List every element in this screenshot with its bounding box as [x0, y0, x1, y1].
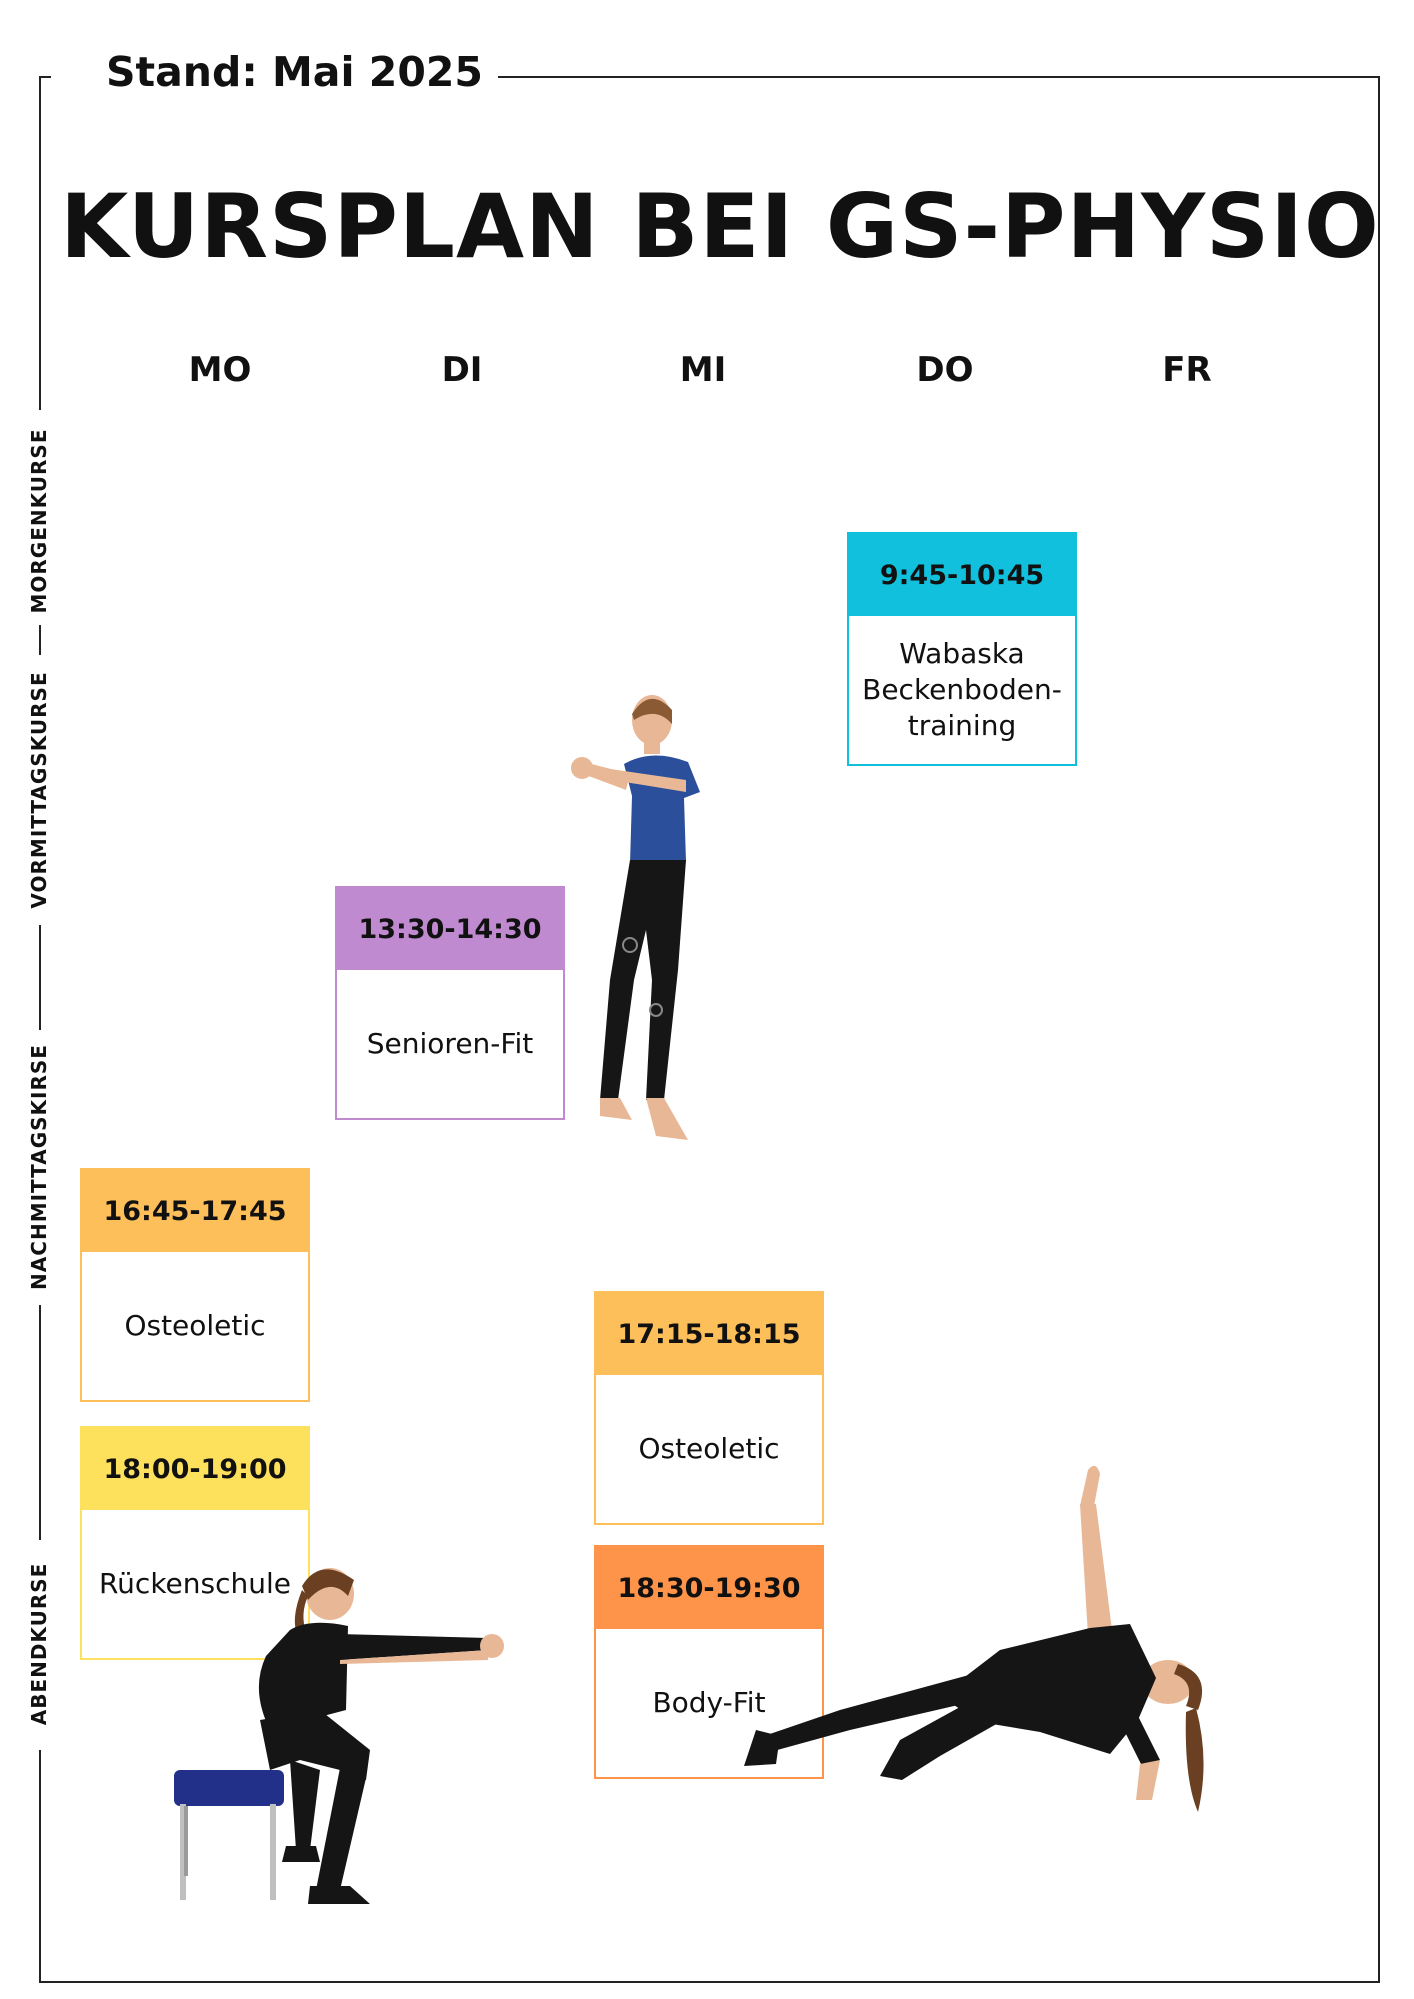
course-time: 17:15-18:15 — [596, 1293, 822, 1375]
stand-date: Stand: Mai 2025 — [106, 48, 483, 96]
course-card: 13:30-14:30 Senioren-Fit — [335, 886, 565, 1120]
squat-exercise-figure — [174, 1568, 504, 1904]
day-header-di: DI — [441, 350, 483, 390]
frame-line — [39, 1981, 1380, 1983]
day-header-do: DO — [916, 350, 974, 390]
section-label-nachmittagskurse: NACHMITTAGSKIRSE — [27, 1044, 51, 1290]
course-time: 18:30-19:30 — [596, 1547, 822, 1629]
section-label-abendkurse: ABENDKURSE — [27, 1562, 51, 1726]
frame-line — [39, 625, 41, 655]
side-plank-exercise-figure — [744, 1465, 1204, 1812]
day-header-mo: MO — [188, 350, 252, 390]
frame-line — [498, 76, 1380, 78]
frame-line — [1378, 76, 1380, 1983]
day-header-mi: MI — [679, 350, 727, 390]
course-name: Body-Fit — [652, 1686, 766, 1719]
frame-line — [39, 1750, 41, 1983]
course-name: Rückenschule — [98, 1567, 291, 1600]
course-card: 18:00-19:00 Rückenschule — [80, 1426, 310, 1660]
day-header-fr: FR — [1162, 350, 1212, 390]
course-card: 16:45-17:45 Osteoletic — [80, 1168, 310, 1402]
course-name: Senioren-Fit — [366, 1027, 534, 1060]
course-name: Osteoletic — [638, 1432, 780, 1465]
page-title: KURSPLAN BEI GS-PHYSIO — [60, 175, 1380, 278]
course-time: 18:00-19:00 — [82, 1428, 308, 1510]
section-label-morgenkurse: MORGENKURSE — [27, 428, 51, 614]
course-name: Osteoletic — [124, 1309, 266, 1342]
standing-exercise-figure — [571, 695, 700, 1140]
course-time: 16:45-17:45 — [82, 1170, 308, 1252]
frame-line — [39, 76, 51, 78]
course-name: Wabaska Beckenboden-training — [862, 637, 1062, 742]
section-label-vormittagskurse: VORMITTAGSKURSE — [27, 671, 51, 909]
course-time: 13:30-14:30 — [337, 888, 563, 970]
course-card: 9:45-10:45 Wabaska Beckenboden-training — [847, 532, 1077, 766]
frame-line — [39, 76, 41, 410]
course-time: 9:45-10:45 — [849, 534, 1075, 616]
frame-line — [39, 925, 41, 1030]
frame-line — [39, 1305, 41, 1540]
course-card: 17:15-18:15 Osteoletic — [594, 1291, 824, 1525]
